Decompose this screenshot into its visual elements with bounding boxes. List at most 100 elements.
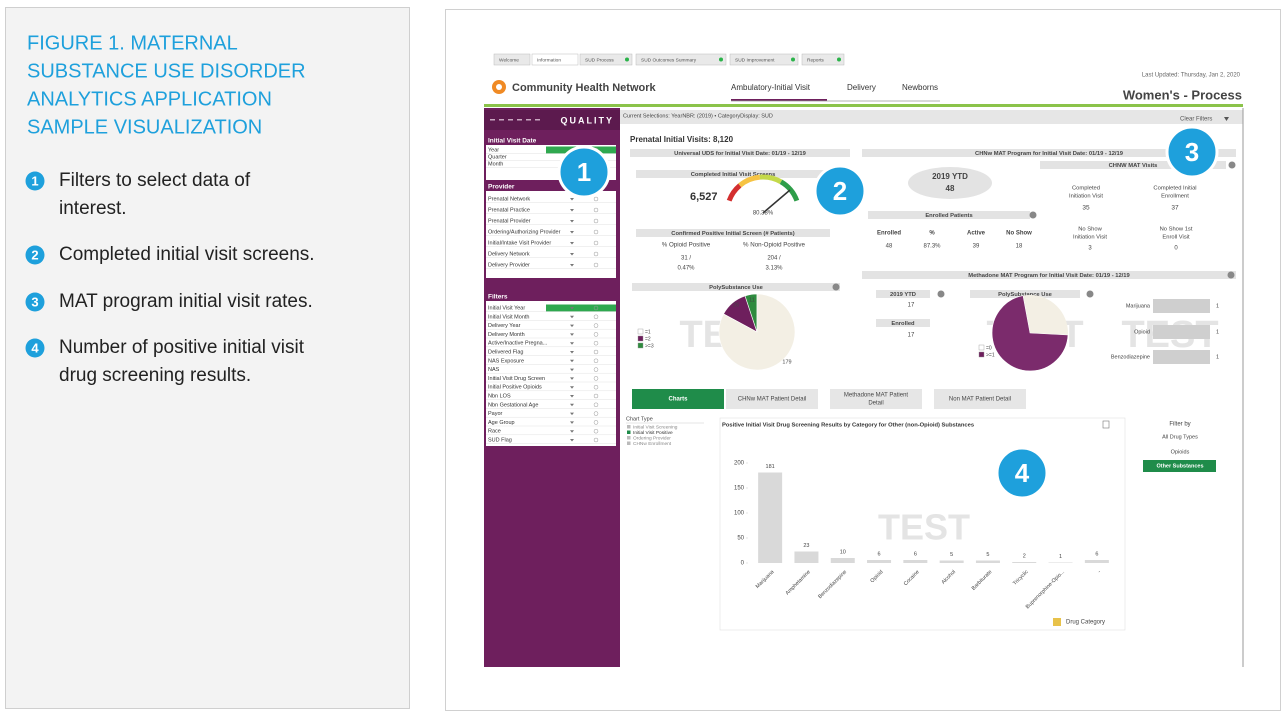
filter-field[interactable]: Delivery Month: [488, 332, 525, 338]
dropdown-arrow[interactable]: [570, 220, 574, 223]
nav-link[interactable]: Ambulatory-Initial Visit: [731, 83, 811, 92]
dropdown-arrow[interactable]: [570, 324, 574, 328]
dropdown-arrow[interactable]: [570, 342, 574, 345]
dropdown-arrow[interactable]: [570, 333, 574, 336]
dropdown-arrow[interactable]: [570, 377, 574, 380]
tab[interactable]: [801, 53, 845, 66]
filter-option[interactable]: Opioids: [1171, 449, 1190, 455]
tab-button-label[interactable]: CHNw MAT Patient Detail: [738, 397, 806, 403]
legend-label: =0: [986, 345, 992, 351]
filter-field[interactable]: Delivered Flag: [488, 349, 523, 355]
filter-field[interactable]: SUD Flag: [488, 437, 512, 443]
tab-button[interactable]: [632, 389, 724, 409]
field-indicator: [593, 411, 599, 416]
option-box[interactable]: [627, 425, 631, 429]
filter-field[interactable]: Race: [488, 429, 501, 435]
tab-button-label[interactable]: Non MAT Patient Detail: [949, 397, 1011, 403]
filter-field[interactable]: Delivery Provider: [488, 262, 530, 268]
filter-field[interactable]: Initial Positive Opioids: [488, 385, 542, 391]
x-axis-label[interactable]: Drug Category: [1066, 620, 1105, 626]
filter-field[interactable]: Month: [488, 161, 503, 167]
nav-link[interactable]: Delivery: [847, 83, 876, 92]
dropdown-arrow[interactable]: [570, 253, 574, 256]
dropdown-arrow[interactable]: [570, 421, 574, 424]
substance-label: Opioid: [1134, 329, 1150, 335]
brand-dash: [490, 119, 495, 121]
nav-link[interactable]: Newborns: [902, 83, 938, 92]
dropdown-arrow[interactable]: [570, 231, 574, 234]
option-box[interactable]: [627, 436, 631, 440]
metric-value: 37: [1171, 205, 1179, 212]
tab-label[interactable]: SUD Improvement: [735, 57, 775, 63]
filter-field[interactable]: Year: [488, 147, 499, 153]
dropdown-arrow[interactable]: [570, 359, 574, 363]
dropdown-arrow[interactable]: [570, 264, 574, 267]
tab-button-label[interactable]: Detail: [868, 401, 883, 407]
option-box[interactable]: [627, 441, 631, 446]
chart-type-option[interactable]: Initial Visit Screening: [633, 424, 678, 430]
tab[interactable]: [493, 53, 531, 66]
tab-button-label[interactable]: Methadone MAT Patient: [844, 393, 908, 399]
tab[interactable]: [635, 53, 727, 66]
filter-field[interactable]: Prenatal Practice: [488, 207, 530, 213]
chart-type-option[interactable]: Initial Visit Positive: [633, 430, 673, 436]
dropdown-arrow[interactable]: [570, 395, 574, 398]
tab-button-label[interactable]: Charts: [668, 397, 688, 403]
filter-field[interactable]: Age Group: [488, 420, 515, 426]
chart-type-option[interactable]: CHNw Enrollment: [633, 441, 672, 447]
filter-field[interactable]: Nbn LOS: [488, 393, 511, 399]
dropdown-arrow[interactable]: [570, 198, 574, 201]
tab-button[interactable]: [726, 389, 818, 409]
filter-field[interactable]: Delivery Network: [488, 251, 530, 257]
tab-button[interactable]: [830, 389, 922, 409]
filter-field[interactable]: Delivery Year: [488, 323, 521, 329]
dropdown-arrow[interactable]: [570, 386, 574, 389]
dropdown-arrow[interactable]: [570, 209, 574, 212]
section-title: 2019 YTD: [890, 292, 916, 298]
filter-field[interactable]: Ordering/Authorizing Provider: [488, 229, 561, 235]
callout-badge: [813, 164, 867, 218]
export-icon[interactable]: [1102, 420, 1110, 429]
tab-label[interactable]: SUD Process: [585, 57, 614, 63]
dimension-icon[interactable]: [1053, 618, 1061, 626]
filter-field[interactable]: Payor: [488, 411, 503, 417]
chart-type-option[interactable]: Ordering Provider: [633, 435, 671, 441]
tab-label[interactable]: Information: [537, 57, 561, 63]
tab[interactable]: [579, 53, 633, 66]
dropdown-arrow[interactable]: [570, 412, 574, 416]
dropdown-arrow[interactable]: [570, 307, 574, 310]
tab[interactable]: [531, 53, 579, 66]
filter-field[interactable]: NAS: [488, 367, 500, 373]
filter-field[interactable]: Active/Inactive Pregna...: [488, 341, 548, 347]
dropdown-arrow[interactable]: [570, 403, 574, 407]
figure-title: FIGURE 1. MATERNAL: [27, 32, 238, 54]
filter-option[interactable]: Other Substances: [1156, 463, 1203, 469]
tab-label[interactable]: Welcome: [499, 57, 519, 63]
filter-field[interactable]: Initial Visit Drug Screen: [488, 376, 545, 382]
filter-field[interactable]: NAS Exposure: [488, 358, 524, 364]
filter-field[interactable]: Prenatal Network: [488, 196, 530, 202]
tab-button[interactable]: [934, 389, 1026, 409]
gauge-segment: [779, 179, 800, 202]
filter-field[interactable]: Initial Visit Month: [488, 314, 529, 320]
dropdown-arrow[interactable]: [570, 351, 574, 354]
dropdown-arrow[interactable]: [570, 439, 574, 442]
dropdown-arrow[interactable]: [570, 315, 574, 319]
option-box[interactable]: [627, 430, 631, 435]
filter-field[interactable]: Quarter: [488, 154, 507, 160]
section-title-bar: [876, 319, 930, 327]
bar: [758, 472, 783, 563]
filter-field[interactable]: Initial Visit Year: [488, 305, 525, 311]
tab-label[interactable]: Reports: [807, 57, 824, 63]
dropdown-arrow[interactable]: [570, 368, 574, 372]
dropdown-arrow[interactable]: [570, 242, 574, 245]
tab-label[interactable]: SUD Outcomes Summary: [641, 57, 697, 63]
filter-field[interactable]: Prenatal Provider: [488, 218, 531, 224]
dropdown-arrow[interactable]: [570, 430, 574, 433]
filter-field[interactable]: Nbn Gestational Age: [488, 402, 538, 408]
tab[interactable]: [729, 53, 799, 66]
clear-filters[interactable]: Clear Filters: [1180, 117, 1212, 123]
filter-field[interactable]: Initial/Intake Visit Provider: [488, 240, 551, 246]
filter-option-selected[interactable]: [1143, 460, 1216, 472]
filter-option[interactable]: All Drug Types: [1162, 434, 1198, 440]
